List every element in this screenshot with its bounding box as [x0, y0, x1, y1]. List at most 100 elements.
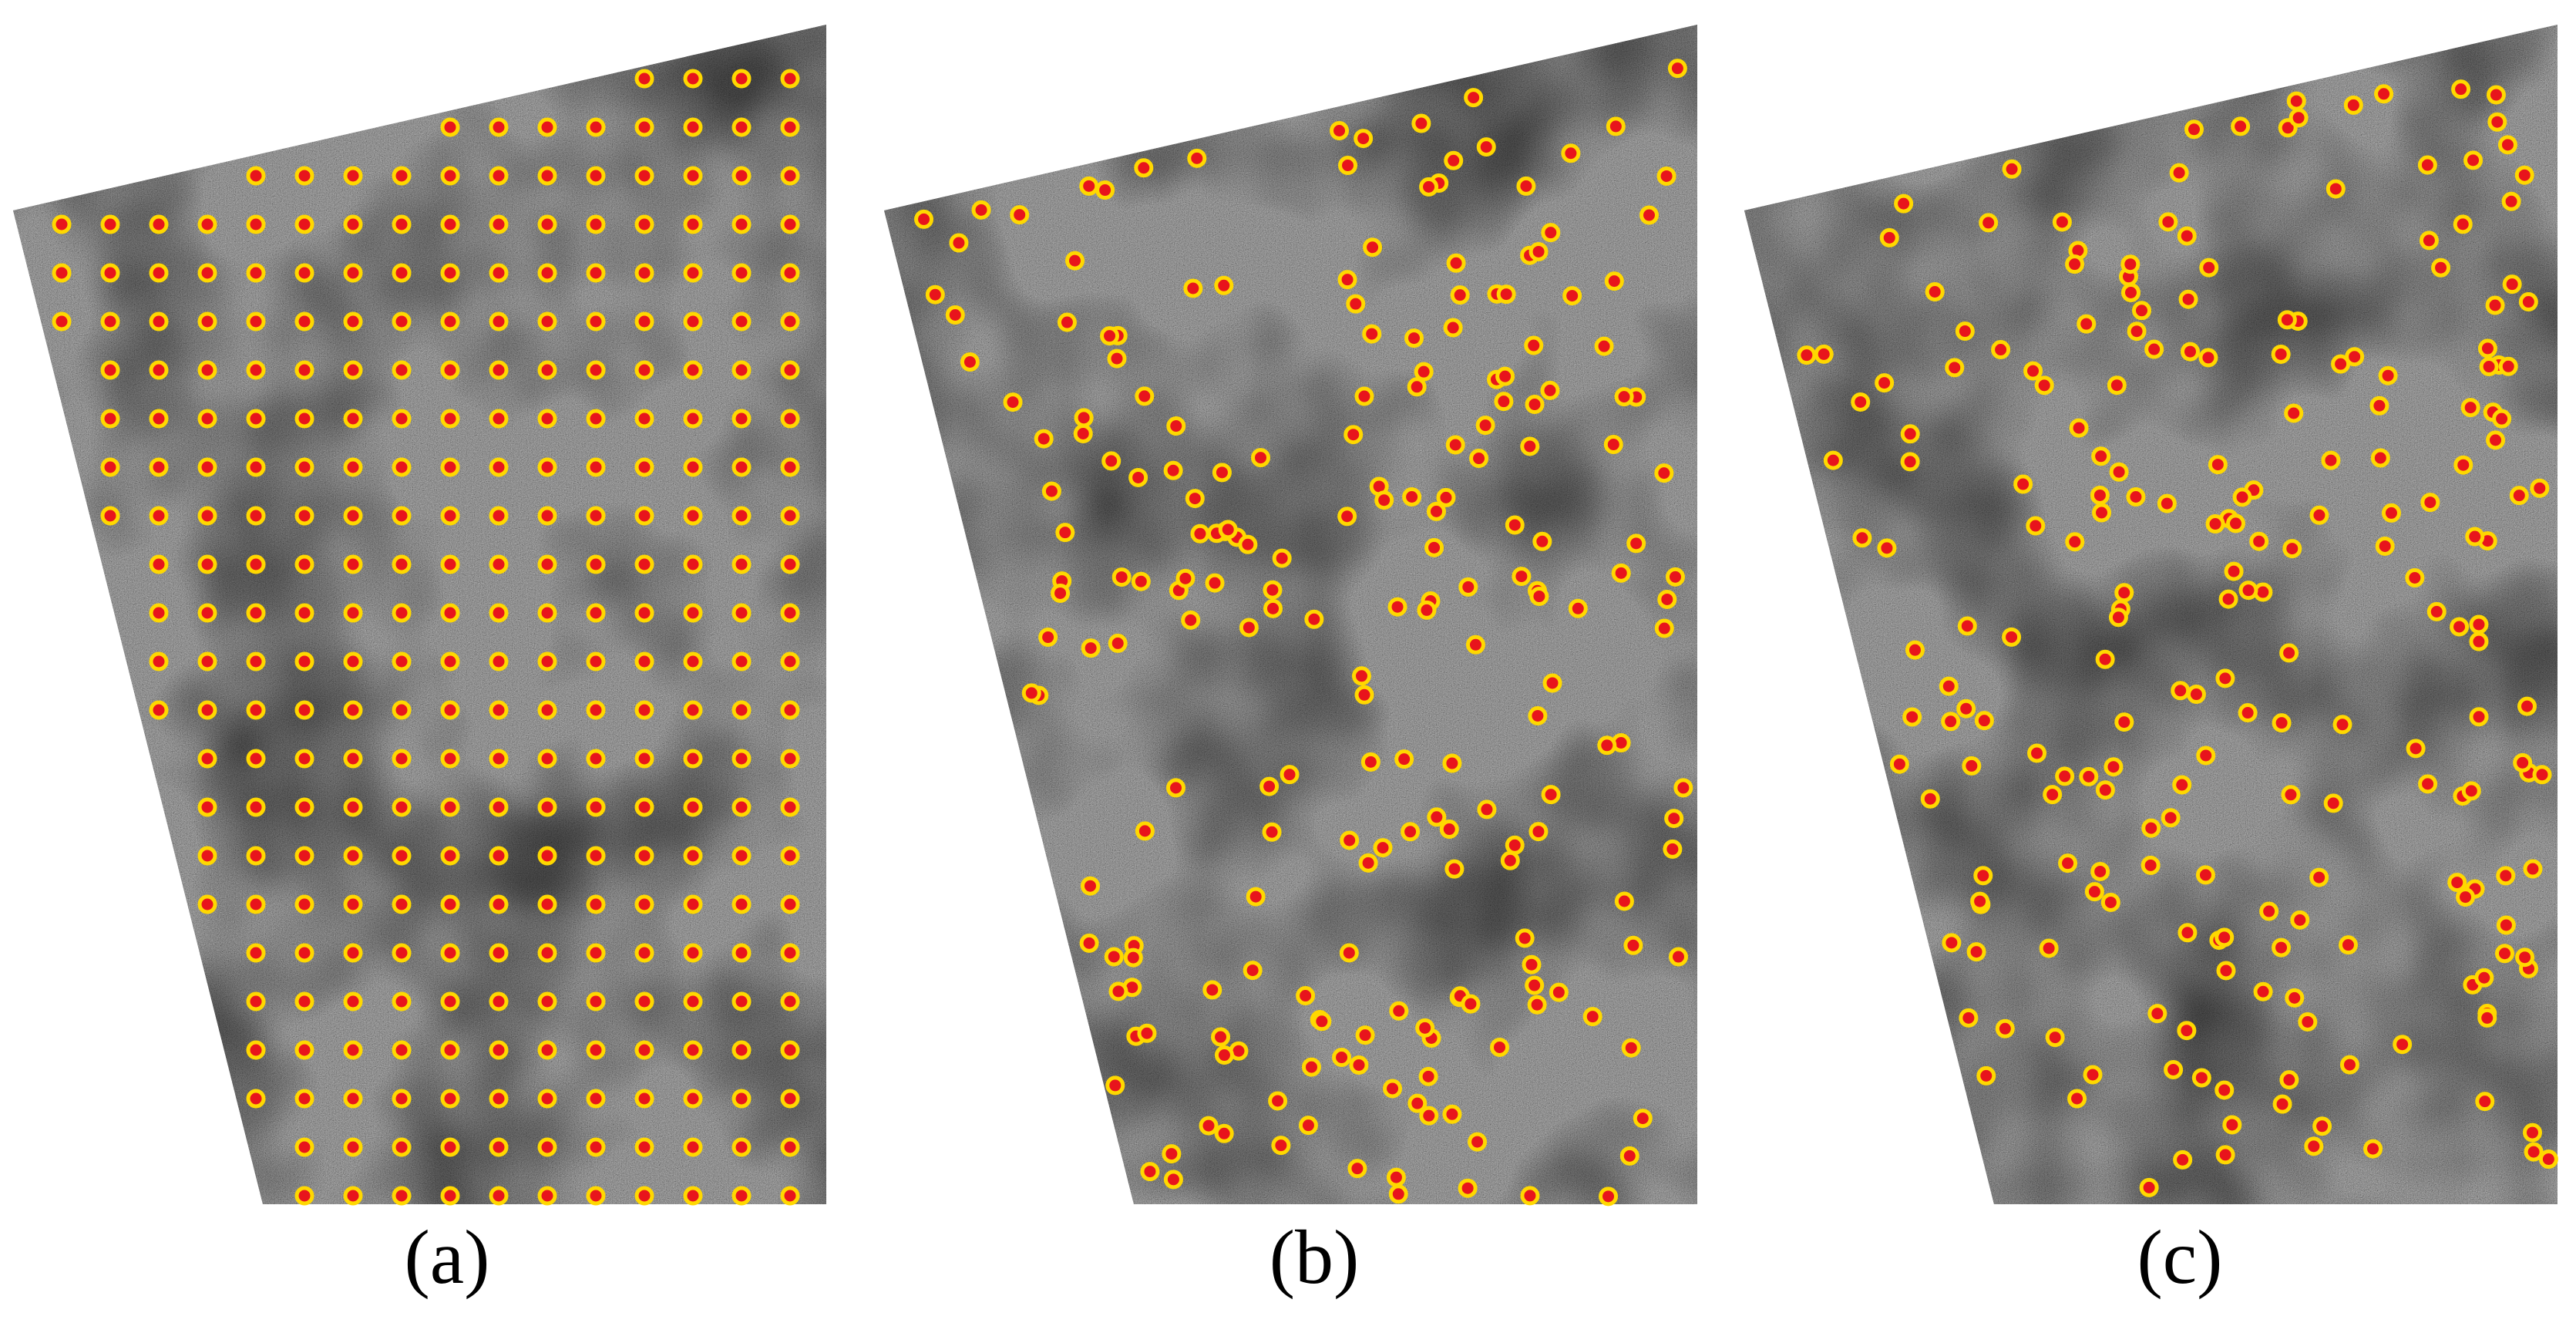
tie-point — [392, 409, 412, 429]
tie-point — [586, 506, 606, 526]
tie-point — [586, 311, 606, 332]
tie-point — [2120, 283, 2141, 303]
tie-point — [780, 894, 800, 914]
tie-point — [2501, 191, 2521, 211]
tie-point — [586, 409, 606, 429]
tie-point — [537, 943, 557, 963]
tie-point — [392, 1137, 412, 1157]
tie-point — [2065, 532, 2085, 552]
tie-point — [683, 166, 703, 186]
tie-point — [2338, 935, 2358, 955]
tie-point — [246, 214, 266, 234]
tie-point — [440, 603, 460, 623]
tie-point — [2285, 988, 2305, 1008]
tie-point — [2524, 1142, 2544, 1162]
tie-point — [1974, 711, 1994, 731]
tie-point — [537, 311, 557, 332]
tie-point — [1131, 571, 1151, 591]
tie-point — [1541, 785, 1561, 805]
tie-point — [1214, 275, 1234, 295]
tie-point — [1163, 460, 1183, 480]
tie-point — [1065, 251, 1085, 271]
tie-point — [440, 166, 460, 186]
tie-point — [2191, 1068, 2211, 1088]
tie-point — [537, 457, 557, 477]
tie-point — [2095, 780, 2115, 800]
tie-point — [2420, 493, 2440, 513]
tie-point — [2147, 1004, 2167, 1024]
tie-point — [2522, 1123, 2542, 1143]
tie-point — [1991, 340, 2011, 360]
tie-point — [2109, 462, 2129, 482]
tie-point — [1664, 809, 1684, 829]
tie-point — [683, 700, 703, 720]
tie-point — [149, 457, 169, 477]
tie-point — [489, 457, 509, 477]
tie-point — [731, 166, 752, 186]
tie-point — [2090, 485, 2110, 505]
tie-point — [1251, 448, 1271, 468]
tie-point — [294, 846, 314, 866]
tie-point — [2259, 901, 2279, 921]
tie-point — [1401, 822, 1421, 842]
tie-point — [537, 166, 557, 186]
tie-point — [537, 797, 557, 817]
tie-point — [2177, 1021, 2197, 1041]
tie-point — [2290, 910, 2310, 930]
tie-point — [489, 700, 509, 720]
tie-point — [780, 943, 800, 963]
tie-point — [1202, 980, 1222, 1000]
tie-point — [1104, 947, 1124, 967]
tie-point — [2477, 338, 2497, 358]
tie-point — [1532, 531, 1552, 551]
tie-point — [2161, 808, 2181, 828]
tie-point — [683, 797, 703, 817]
tie-point — [1383, 1079, 1403, 1099]
tie-point — [2177, 923, 2198, 943]
tie-point — [149, 554, 169, 574]
tie-point — [2463, 150, 2484, 170]
tie-point — [634, 360, 654, 380]
tie-point — [392, 166, 412, 186]
tie-point — [489, 166, 509, 186]
tie-point — [2479, 357, 2499, 377]
tie-point — [2487, 112, 2507, 132]
tie-point — [1562, 286, 1582, 306]
tie-point — [731, 554, 752, 574]
tie-point — [1080, 876, 1100, 896]
tie-point — [1351, 666, 1371, 686]
tie-point — [2426, 601, 2447, 621]
tie-point — [1402, 487, 1422, 507]
tie-point — [2393, 1035, 2413, 1055]
tie-point — [1374, 490, 1394, 510]
tie-point — [2279, 643, 2299, 663]
tie-point — [1301, 1057, 1321, 1077]
tie-point — [1976, 1065, 1996, 1086]
tie-point — [294, 360, 314, 380]
tie-point — [2026, 516, 2046, 536]
tie-point — [2215, 668, 2235, 688]
tie-point — [1259, 776, 1280, 796]
tie-point — [1268, 1091, 1288, 1111]
tie-point — [683, 1137, 703, 1157]
tie-point — [2177, 226, 2197, 246]
tie-point — [2460, 398, 2480, 418]
tie-point — [2406, 739, 2426, 759]
tie-point — [2100, 892, 2120, 912]
tie-point — [1404, 328, 1424, 348]
tie-point — [343, 409, 363, 429]
tie-point — [1205, 573, 1225, 593]
tie-point — [2374, 84, 2394, 104]
tie-point — [1663, 839, 1683, 859]
tie-point — [2224, 561, 2244, 581]
tie-point — [1597, 735, 1617, 756]
tie-point — [440, 214, 460, 234]
tie-point — [2091, 446, 2111, 466]
tie-point — [2530, 478, 2550, 498]
tie-point — [586, 1040, 606, 1060]
tie-point — [392, 554, 412, 574]
tie-point — [586, 1137, 606, 1157]
tie-point — [2218, 589, 2238, 609]
tie-point — [537, 1089, 557, 1109]
tie-point — [1163, 1170, 1183, 1190]
